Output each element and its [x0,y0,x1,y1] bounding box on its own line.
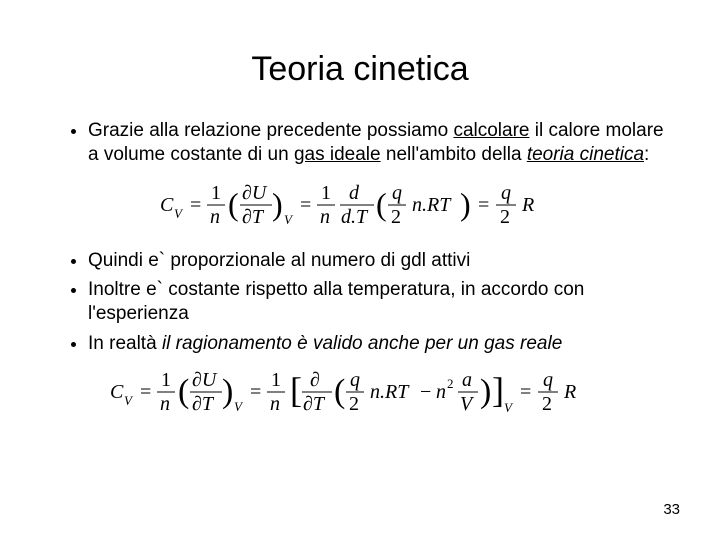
b4-pre: In realtà [88,333,162,354]
f2-lpar1: ( [178,373,189,410]
f2-rpar2: ) [480,373,491,410]
f1-two2: 2 [500,206,510,228]
bullet-1: Grazie alla relazione precedente possiam… [88,119,670,167]
f2-nRT: n.RT [370,381,410,403]
f1-eq1: = [190,194,201,216]
b1-colon: : [644,144,649,165]
f2-two: 2 [349,393,359,415]
f2-Vsub3: V [504,400,514,415]
f1-R: R [521,194,534,216]
f1-rpar2: ) [460,186,471,222]
f1-nRT: n.RT [412,194,452,216]
formula-1-wrap: C V = 1 n ( ∂U ∂T ) V = 1 n d d.T [50,177,670,231]
f1-Vsub2: V [284,212,294,227]
f1-q2: q [501,182,511,204]
bullet-4: In realtà il ragionamento è valido anche… [88,332,670,356]
f2-dT2: ∂T [303,393,326,415]
formula-2: C V = 1 n ( ∂U ∂T ) V = 1 n [ ∂ ∂ [110,362,610,420]
f1-Vsub: V [174,206,184,221]
f1-eq2: = [300,194,311,216]
f2-two2: 2 [542,393,552,415]
f1-d: d [349,182,360,204]
f2-Vsub2: V [234,399,244,414]
f2-a: a [462,369,472,391]
f2-n2a: n [436,381,446,403]
f2-lpar2: ( [334,373,345,410]
f1-q: q [392,182,402,204]
f2-rbrk: ] [492,370,504,410]
page-number: 33 [663,501,680,518]
f1-dT: ∂T [242,206,265,228]
f2-minus: − [420,381,431,403]
f2-q2: q [543,369,553,391]
f2-dT: ∂T [192,393,215,415]
f1-one1: 1 [211,182,221,204]
f2-n1: n [160,393,170,415]
f1-dU: ∂U [242,182,268,204]
f1-n1: n [210,206,220,228]
bullet-2: Quindi e` proporzionale al numero di gdl… [88,249,670,273]
f1-lpar2: ( [376,186,387,222]
f1-two: 2 [391,206,401,228]
f2-eq2: = [250,381,261,403]
f1-rpar1: ) [272,186,283,222]
f2-dpar: ∂ [310,369,320,391]
f1-C: C [160,194,174,216]
b1-calcolare: calcolare [453,120,529,141]
f1-lpar1: ( [228,186,239,222]
f1-dT2: d.T [341,206,369,228]
b1-teoria: teoria cinetica [527,144,644,165]
bullet-3: Inoltre e` costante rispetto alla temper… [88,278,670,326]
f2-one1: 1 [161,369,171,391]
f2-C: C [110,381,124,403]
bullet-list-2: Quindi e` proporzionale al numero di gdl… [60,249,670,356]
f2-q: q [350,369,360,391]
f2-Vden: V [460,393,475,415]
f2-Vsub: V [124,393,134,408]
f2-dU: ∂U [192,369,218,391]
f1-eq3: = [478,194,489,216]
f2-eq1: = [140,381,151,403]
bullet-list-1: Grazie alla relazione precedente possiam… [60,119,670,167]
f2-sq: 2 [447,376,454,391]
f2-n2: n [270,393,280,415]
b1-text-1: Grazie alla relazione precedente possiam… [88,120,453,141]
slide: Teoria cinetica Grazie alla relazione pr… [0,0,720,540]
f2-rpar1: ) [222,373,233,410]
slide-title: Teoria cinetica [50,50,670,89]
f2-lbrk: [ [290,370,302,410]
f1-one2: 1 [321,182,331,204]
b4-italic: il ragionamento è valido anche per un ga… [162,333,562,354]
f1-n2: n [320,206,330,228]
b1-gas-ideale: gas ideale [294,144,381,165]
b1-text-3: nell'ambito della [381,144,527,165]
f2-R: R [563,381,576,403]
f2-eq3: = [520,381,531,403]
formula-1: C V = 1 n ( ∂U ∂T ) V = 1 n d d.T [160,177,560,231]
formula-2-wrap: C V = 1 n ( ∂U ∂T ) V = 1 n [ ∂ ∂ [50,362,670,420]
f2-one2: 1 [271,369,281,391]
